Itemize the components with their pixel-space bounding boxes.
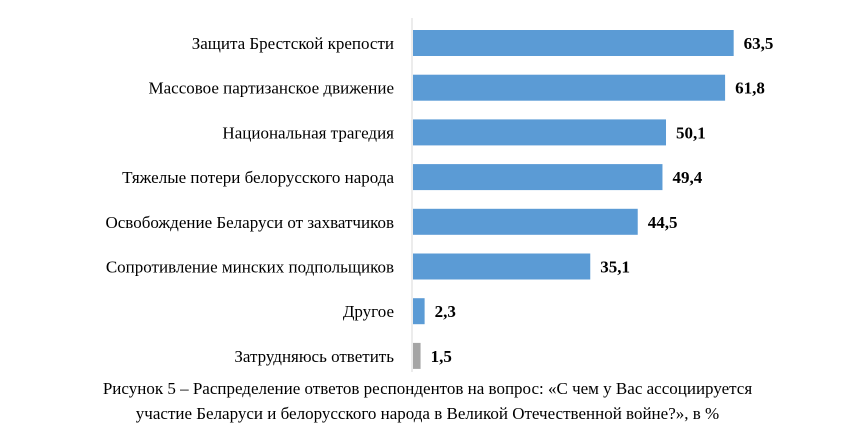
caption-line-1: Рисунок 5 – Распределение ответов респон…	[102, 379, 753, 398]
category-label: Национальная трагедия	[222, 123, 394, 142]
category-label: Освобождение Беларуси от захватчиков	[105, 213, 394, 232]
data-label: 49,4	[672, 168, 702, 187]
category-label: Сопротивление минских подпольщиков	[106, 258, 394, 277]
bar	[413, 342, 421, 369]
category-label: Затрудняюсь ответить	[234, 347, 394, 366]
category-label: Тяжелые потери белорусского народа	[122, 168, 394, 187]
data-label: 35,1	[600, 258, 630, 277]
data-label: 63,5	[744, 34, 774, 53]
data-label: 44,5	[648, 213, 678, 232]
bars-layer: Защита Брестской крепости 63,5 Массовое па…	[105, 30, 773, 369]
category-label: Другое	[343, 302, 394, 321]
category-label: Массовое партизанское движение	[149, 79, 395, 98]
bar	[413, 119, 667, 146]
data-label: 2,3	[435, 302, 456, 321]
bar-chart: Защита Брестской крепости 63,5 Массовое па…	[105, 18, 773, 372]
category-label: Защита Брестской крепости	[192, 34, 394, 53]
bar	[413, 298, 425, 325]
bar	[413, 208, 638, 235]
bar	[413, 253, 591, 280]
bar	[413, 74, 726, 101]
figure-caption: Рисунок 5 – Распределение ответов респон…	[0, 376, 855, 426]
data-label: 50,1	[676, 123, 706, 142]
data-label: 61,8	[735, 79, 765, 98]
data-label: 1,5	[431, 347, 452, 366]
bar	[413, 30, 734, 56]
bar	[413, 164, 663, 191]
caption-line-2: участие Беларуси и белорусского народа в…	[135, 404, 720, 423]
